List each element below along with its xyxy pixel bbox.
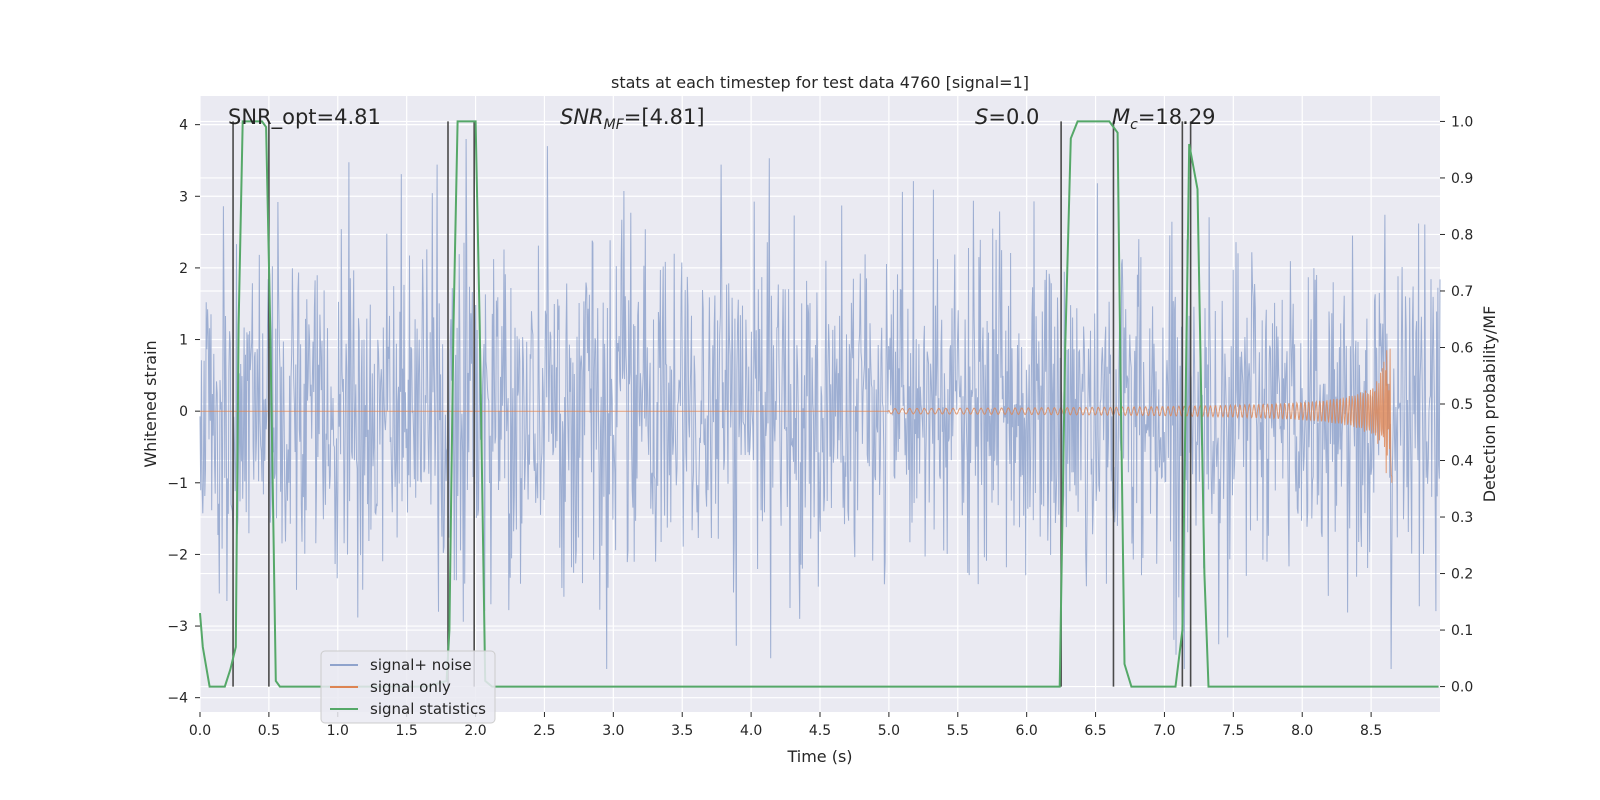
- left-y-axis-ticks: 4 3 2 1 0 −1 −2 −3 −4: [167, 118, 200, 707]
- left-y-tick-label: 0: [179, 404, 188, 420]
- signal-plus-noise-line: [199, 138, 1441, 670]
- left-y-tick-label: −4: [167, 691, 188, 707]
- left-y-tick-label: 4: [179, 118, 188, 134]
- right-y-tick-label: 0.4: [1451, 454, 1473, 470]
- legend-label-signal-only: signal only: [370, 678, 451, 696]
- legend: signal+ noise signal only signal statist…: [320, 650, 496, 724]
- x-tick-label: 3.0: [602, 723, 624, 739]
- snr-mf-annotation: SNRMF=[4.81]: [560, 105, 705, 133]
- x-tick-label: 5.0: [878, 723, 900, 739]
- signal-statistics-line: [199, 120, 1439, 688]
- x-tick-label: 3.5: [671, 723, 693, 739]
- right-y-tick-label: 0.8: [1451, 227, 1473, 243]
- right-y-tick-label: 0.0: [1451, 680, 1473, 696]
- x-tick-label: 1.5: [396, 723, 418, 739]
- x-tick-label: 8.0: [1291, 723, 1313, 739]
- x-tick-label: 2.0: [464, 723, 486, 739]
- right-y-tick-label: 1.0: [1451, 114, 1473, 130]
- left-y-tick-label: 1: [179, 333, 188, 349]
- x-axis-label: Time (s): [786, 747, 852, 766]
- signal-statistics-series: [199, 120, 1439, 688]
- right-y-axis-label: Detection probability/MF: [1480, 306, 1499, 503]
- right-y-tick-label: 0.9: [1451, 171, 1473, 187]
- snr-opt-annotation: SNR_opt=4.81: [228, 105, 381, 130]
- x-tick-label: 0.0: [189, 723, 211, 739]
- s-annotation: S=0.0: [975, 105, 1039, 129]
- left-y-tick-label: −3: [167, 619, 188, 635]
- x-tick-label: 4.0: [740, 723, 762, 739]
- x-tick-label: 6.5: [1084, 723, 1106, 739]
- left-y-tick-label: 3: [179, 189, 188, 205]
- left-y-tick-label: −1: [167, 476, 188, 492]
- x-tick-label: 1.0: [327, 723, 349, 739]
- left-y-tick-label: −2: [167, 547, 188, 563]
- legend-box: [320, 650, 496, 724]
- signal-plus-noise-series: [199, 138, 1441, 670]
- x-tick-label: 8.5: [1360, 723, 1382, 739]
- signal-only-line: [200, 348, 1393, 483]
- chart-title: stats at each timestep for test data 476…: [611, 73, 1029, 92]
- x-tick-label: 2.5: [533, 723, 555, 739]
- left-y-tick-label: 2: [179, 261, 188, 277]
- left-y-axis-label: Whitened strain: [141, 340, 160, 467]
- right-y-tick-label: 0.7: [1451, 284, 1473, 300]
- signal-only-series: [200, 348, 1393, 483]
- x-tick-label: 5.5: [947, 723, 969, 739]
- right-y-tick-label: 0.6: [1451, 340, 1473, 356]
- x-tick-label: 7.0: [1153, 723, 1175, 739]
- right-y-tick-label: 0.2: [1451, 567, 1473, 583]
- right-y-axis-ticks: 1.0 0.9 0.8 0.7 0.6 0.5 0.4 0.3 0.2 0.1 0.0: [1440, 114, 1473, 696]
- x-axis-ticks: 0.0 0.5 1.0 1.5 2.0 2.5 3.0 3.5 4.0 4.5 5.0 5.5 6.0 6…: [189, 712, 1382, 739]
- mc-annotation: Mc=18.29: [1112, 105, 1216, 133]
- x-tick-label: 7.5: [1222, 723, 1244, 739]
- right-y-tick-label: 0.1: [1451, 623, 1473, 639]
- legend-label-signal-statistics: signal statistics: [370, 700, 486, 718]
- x-tick-label: 4.5: [809, 723, 831, 739]
- right-y-tick-label: 0.3: [1451, 510, 1473, 526]
- x-tick-label: 0.5: [258, 723, 280, 739]
- legend-label-signal-noise: signal+ noise: [370, 656, 472, 674]
- x-tick-label: 6.0: [1016, 723, 1038, 739]
- right-y-tick-label: 0.5: [1451, 397, 1473, 413]
- vertical-markers: [232, 121, 1192, 687]
